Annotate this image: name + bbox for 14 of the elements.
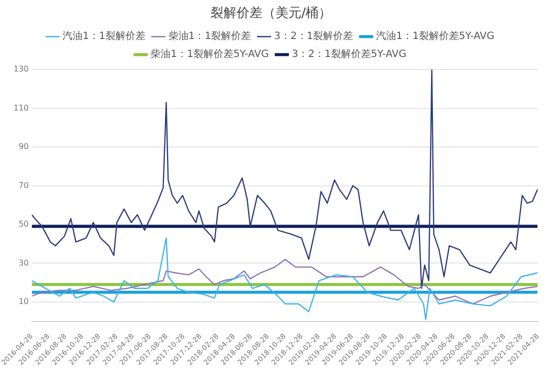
y-tick-label: 10 [18,297,29,306]
y-tick-label: 70 [18,180,29,190]
y-tick-label: 90 [18,142,29,152]
legend-label: 汽油1：1裂解价差5Y-AVG [376,30,494,42]
y-tick-label: 130 [13,64,29,74]
legend-label: 汽油1：1裂解价差 [62,30,146,42]
legend-label: 柴油1：1裂解价差 [168,30,252,42]
legend-label: 3：2：1裂解价差 [274,30,354,42]
y-tick-label: 30 [18,258,29,268]
y-tick-label: 50 [18,220,29,229]
legend-label: 柴油1：1裂解价差5Y-AVG [150,48,269,60]
legend-label: 3：2：1裂解价差5Y-AVG [292,48,406,60]
chart-title: 裂解价差（美元/桶） [210,5,332,22]
y-tick-label: 110 [13,103,29,112]
